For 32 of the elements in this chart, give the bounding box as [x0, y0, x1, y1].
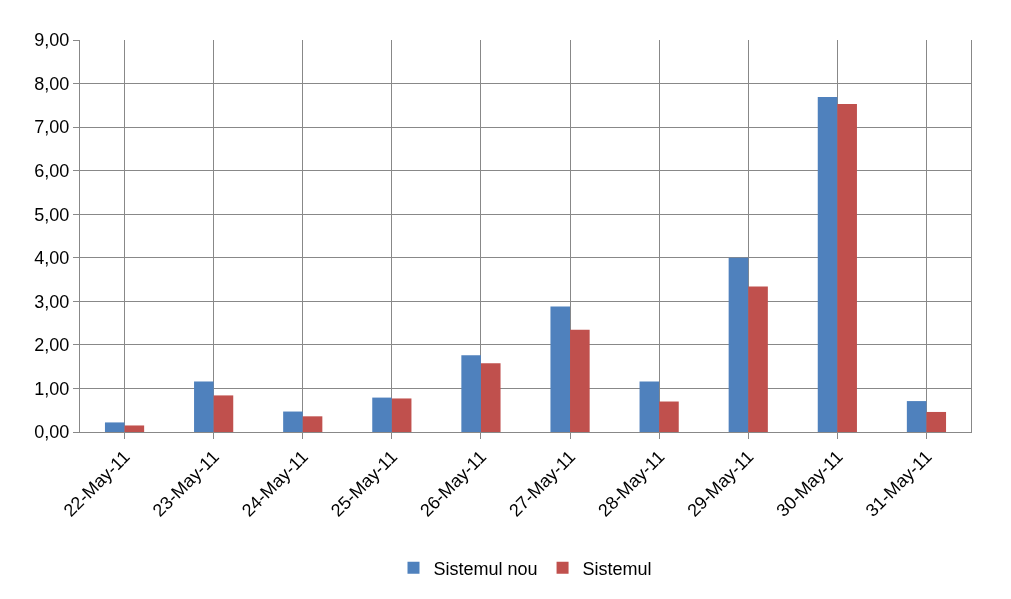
- y-tick-label: 0,00: [34, 422, 70, 443]
- bar: [926, 411, 947, 432]
- bar: [104, 422, 125, 432]
- bar: [194, 381, 214, 432]
- y-tick-label: 5,00: [34, 204, 70, 225]
- bar: [817, 97, 838, 432]
- bar: [659, 401, 679, 432]
- bar: [570, 329, 590, 432]
- bar: [461, 355, 481, 432]
- y-tick-label: 1,00: [34, 378, 70, 399]
- y-tick-label: 9,00: [34, 30, 70, 51]
- y-tick-label: 8,00: [34, 73, 70, 94]
- bar: [213, 395, 234, 432]
- bar: [302, 416, 323, 432]
- y-tick-label: 2,00: [34, 335, 70, 356]
- y-tick-label: 7,00: [34, 117, 70, 138]
- legend-label: Sistemul nou: [433, 558, 538, 579]
- bar: [906, 401, 927, 432]
- y-tick-label: 4,00: [34, 248, 70, 269]
- bar: [480, 363, 501, 432]
- bar: [283, 411, 303, 432]
- y-tick-label: 3,00: [34, 291, 70, 312]
- bar: [837, 104, 857, 432]
- bar: [728, 257, 749, 432]
- bar: [550, 306, 571, 432]
- bar: [391, 398, 412, 432]
- legend-label: Sistemul: [582, 558, 652, 579]
- bar: [748, 286, 768, 432]
- bar: [372, 397, 392, 432]
- bar: [639, 381, 660, 432]
- y-tick-label: 6,00: [34, 160, 70, 181]
- bar: [124, 425, 145, 432]
